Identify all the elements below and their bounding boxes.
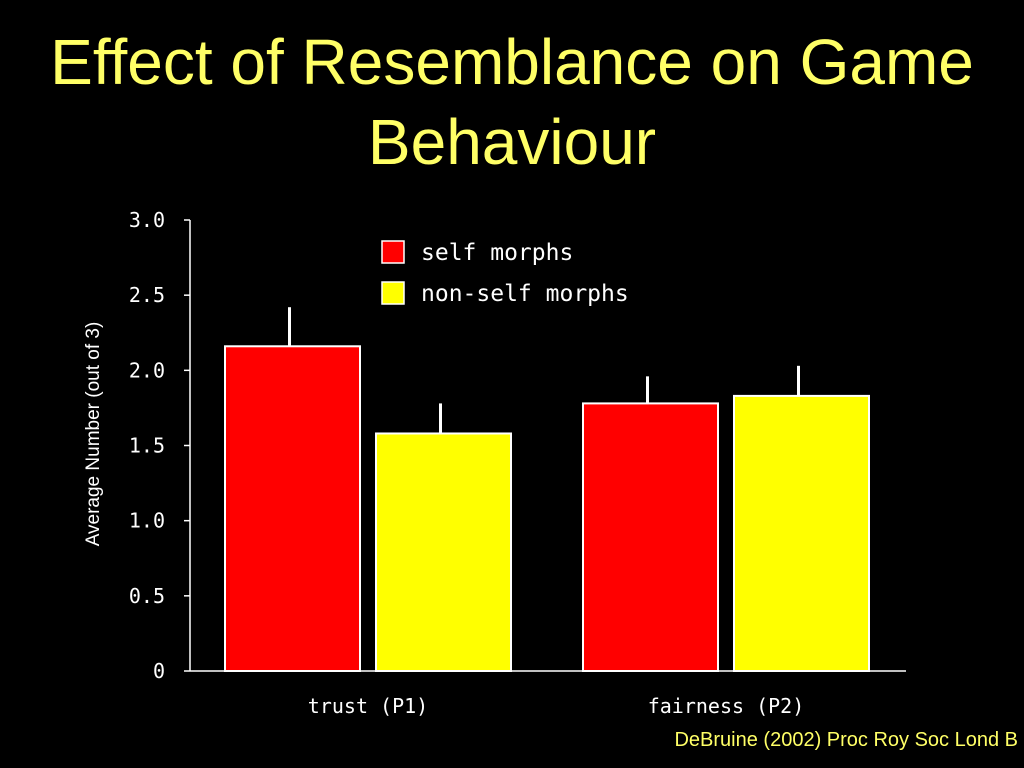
- bar-nonself-fairness: [733, 394, 870, 672]
- legend-swatch-self: [381, 240, 405, 264]
- bar-nonself-trust: [375, 432, 512, 672]
- y-tick-label: 2.5: [129, 283, 165, 307]
- bar-self-trust: [224, 345, 361, 672]
- y-tick-label: 1.0: [129, 509, 165, 533]
- y-tick-label: 0.5: [129, 584, 165, 608]
- legend-label-nonself: non-self morphs: [421, 281, 629, 307]
- y-tick-label: 0: [153, 659, 165, 683]
- legend-label-self: self morphs: [421, 240, 573, 266]
- bar-self-fairness: [582, 402, 719, 672]
- y-tick-label: 2.0: [129, 358, 165, 382]
- slide-title-line-2: Behaviour: [367, 106, 657, 178]
- slide-title-line-1: Effect of Resemblance on Game: [50, 26, 974, 98]
- x-category-label: trust (P1): [308, 694, 428, 718]
- y-tick-label: 1.5: [129, 434, 165, 458]
- legend-swatch-nonself: [381, 281, 405, 305]
- y-tick-label: 3.0: [129, 208, 165, 232]
- slide-title: Effect of Resemblance on Game Behaviour: [0, 22, 1024, 182]
- x-category-label: fairness (P2): [648, 694, 805, 718]
- citation: DeBruine (2002) Proc Roy Soc Lond B: [674, 729, 1018, 751]
- y-axis-title: Average Number (out of 3): [83, 322, 104, 547]
